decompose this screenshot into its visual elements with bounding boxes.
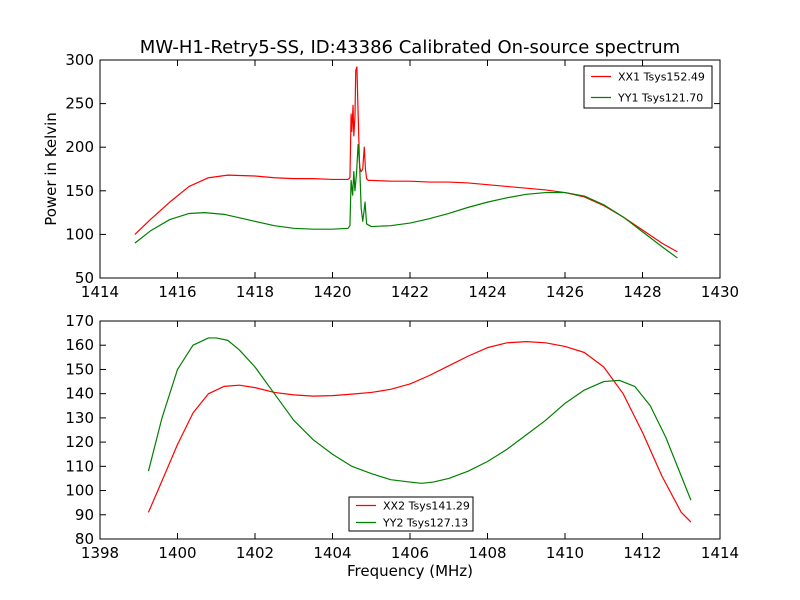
x-axis-label: Frequency (MHz): [347, 562, 473, 580]
legend: XX2 Tsys141.29 YY2 Tsys127.13: [348, 496, 474, 532]
x-tick-label: 1426: [546, 283, 584, 301]
x-tick-label: 1424: [468, 283, 506, 301]
x-tick-label: 1406: [391, 544, 429, 562]
y-tick-label: 90: [75, 506, 94, 524]
legend-box: [583, 65, 713, 109]
y-tick-label: 150: [65, 182, 94, 200]
x-tick-label: 1420: [313, 283, 351, 301]
y-tick-label: 50: [75, 269, 94, 287]
series-line-yy1: [134, 143, 678, 259]
y-tick-label: 80: [75, 530, 94, 548]
legend-entry: XX2 Tsys141.29: [383, 500, 470, 513]
y-tick-label: 100: [65, 225, 94, 243]
y-tick-label: 120: [65, 433, 94, 451]
x-tick-label: 1410: [546, 544, 584, 562]
x-tick-label: 1422: [391, 283, 429, 301]
x-tick-label: 1398: [81, 544, 119, 562]
y-tick-label: 100: [65, 482, 94, 500]
legend-entry: XX1 Tsys152.49: [618, 71, 705, 84]
y-tick-label: 300: [65, 51, 94, 69]
series-line-xx1: [134, 66, 678, 253]
y-tick-label: 140: [65, 385, 94, 403]
x-tick-label: 1412: [623, 544, 661, 562]
y-tick-label: 160: [65, 336, 94, 354]
x-tick-label: 1416: [158, 283, 196, 301]
series-line-yy2: [147, 337, 692, 501]
x-tick-label: 1404: [313, 544, 351, 562]
x-tick-label: 1430: [701, 283, 739, 301]
y-tick-label: 150: [65, 360, 94, 378]
x-tick-label: 1428: [623, 283, 661, 301]
series-line-xx2: [147, 340, 692, 523]
legend-entry: YY1 Tsys121.70: [617, 92, 703, 105]
legend: XX1 Tsys152.49 YY1 Tsys121.70: [583, 65, 713, 109]
lower-plot-panel: 1398 1400 1402 1404 1406 1408 1410 1412 1414 80 90…: [65, 312, 739, 580]
y-tick-label: 200: [65, 138, 94, 156]
x-tick-label: 1418: [236, 283, 274, 301]
y-tick-label: 170: [65, 312, 94, 330]
x-tick-label: 1408: [468, 544, 506, 562]
x-tick-label: 1414: [81, 283, 119, 301]
x-tick-label: 1402: [236, 544, 274, 562]
x-tick-label: 1414: [701, 544, 739, 562]
x-tick-label: 1400: [158, 544, 196, 562]
upper-plot-panel: 1414 1416 1418 1420 1422 1424 1426 1428 1430 50 10…: [42, 51, 739, 301]
y-tick-label: 250: [65, 95, 94, 113]
y-tick-label: 130: [65, 409, 94, 427]
legend-entry: YY2 Tsys127.13: [382, 517, 468, 530]
y-tick-label: 110: [65, 457, 94, 475]
legend-box: [348, 496, 474, 532]
y-axis-label: Power in Kelvin: [42, 112, 60, 226]
chart-title: MW-H1-Retry5-SS, ID:43386 Calibrated On-…: [140, 37, 680, 58]
